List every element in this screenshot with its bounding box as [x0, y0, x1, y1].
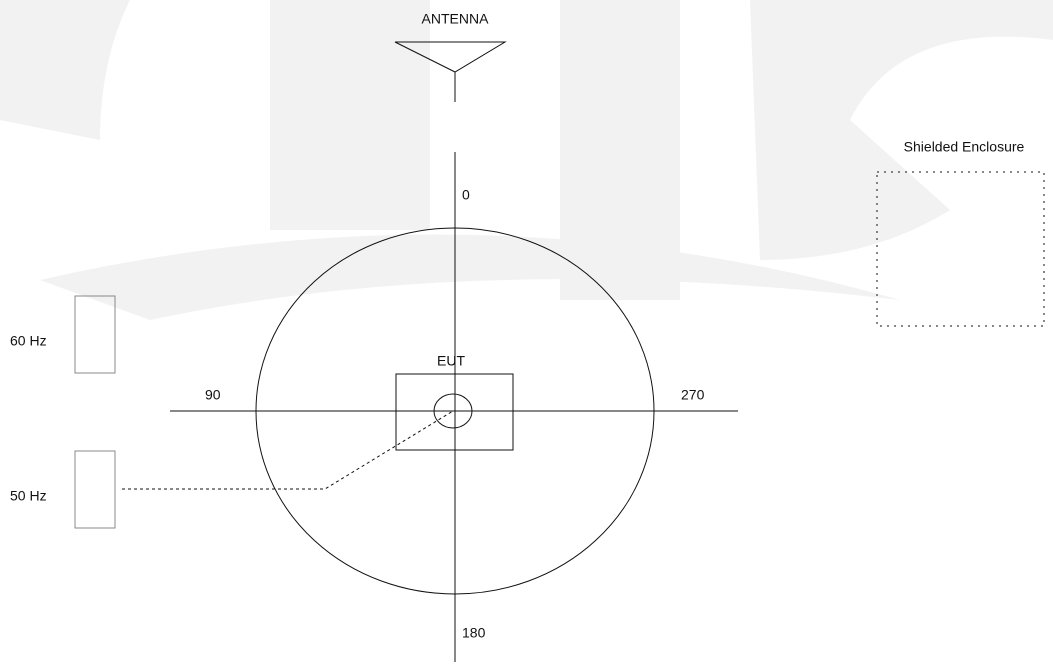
antenna-label: ANTENNA [422, 11, 490, 27]
eut-label: EUT [437, 353, 465, 369]
eut-circle [433, 393, 473, 429]
lines [74, 41, 1045, 662]
antenna-shape [394, 41, 507, 73]
angle-label: 90 [205, 387, 221, 403]
watermark [0, 0, 1053, 320]
frequency-label: 60 Hz [10, 333, 47, 349]
angle-label: 0 [462, 187, 470, 203]
turntable [255, 227, 655, 595]
eut-box [395, 373, 514, 451]
enclosure-label: Shielded Enclosure [904, 139, 1025, 155]
cable [122, 410, 454, 490]
angle-label: 270 [681, 387, 705, 403]
angle-label: 180 [462, 625, 486, 641]
frequency-label: 50 Hz [10, 488, 47, 504]
box-60hz [74, 295, 116, 374]
box-50hz [74, 450, 116, 529]
